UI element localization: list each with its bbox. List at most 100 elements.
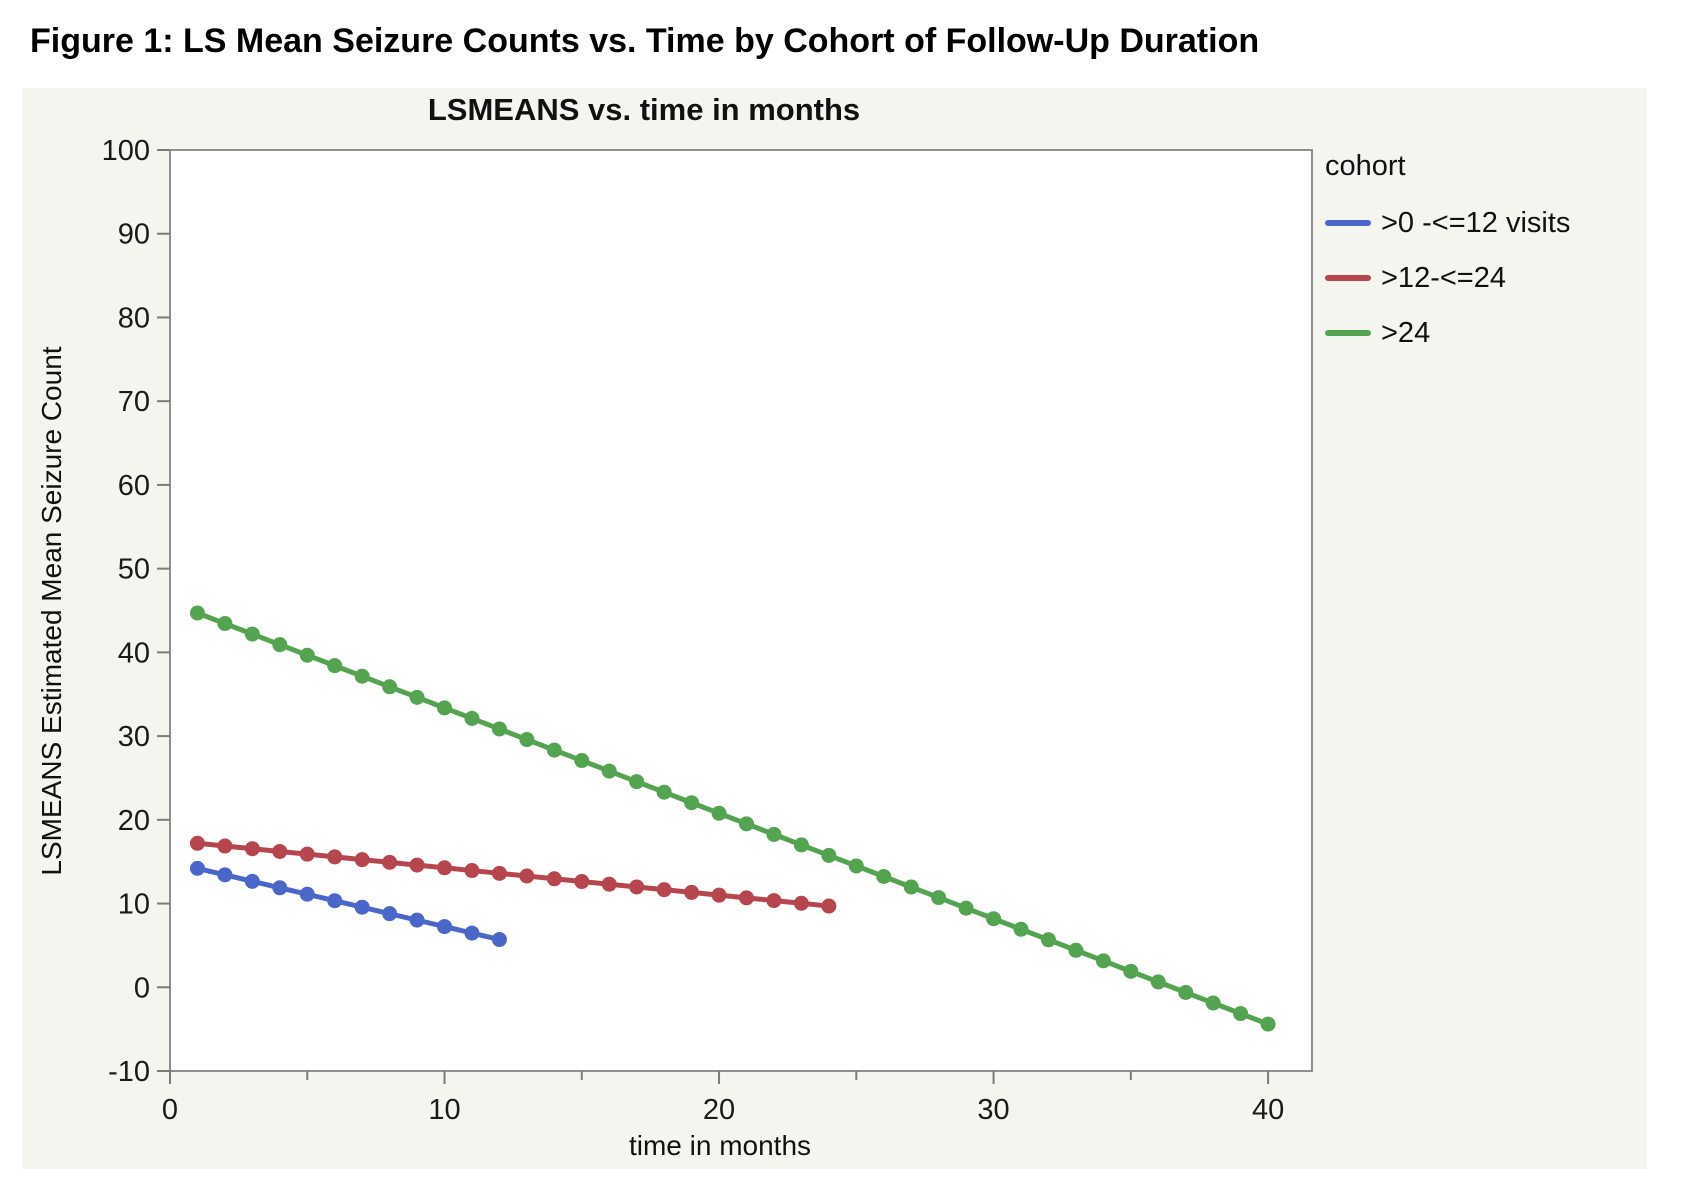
data-point-marker: [464, 863, 480, 879]
data-point-marker: [931, 890, 947, 906]
data-point-marker: [821, 847, 837, 863]
data-point-marker: [711, 805, 727, 821]
data-point-marker: [519, 732, 535, 748]
series-path: [194, 610, 1271, 1027]
y-axis-label: LSMEANS Estimated Mean Seizure Count: [36, 346, 67, 876]
data-point-marker: [382, 854, 398, 870]
data-point-marker: [766, 826, 782, 842]
data-point-marker: [876, 869, 892, 885]
data-point-marker: [382, 906, 398, 922]
figure-title: Figure 1: LS Mean Seizure Counts vs. Tim…: [30, 22, 1260, 60]
legend-label-cohort-3: >24: [1381, 316, 1431, 349]
data-point-marker: [1013, 921, 1029, 937]
x-axis-label: time in months: [628, 1130, 812, 1161]
data-point-marker: [327, 658, 343, 674]
data-point-marker: [189, 605, 205, 621]
data-point-marker: [409, 857, 425, 873]
data-point-marker: [244, 873, 260, 889]
data-point-marker: [217, 867, 233, 883]
data-point-marker: [766, 893, 782, 909]
legend-line-swatch-blue-icon: [1325, 220, 1371, 226]
y-tick-label: 40: [118, 637, 150, 669]
data-point-marker: [1205, 995, 1221, 1011]
data-point-marker: [1068, 942, 1084, 958]
series-2-line: [189, 835, 837, 914]
data-point-marker: [629, 774, 645, 790]
data-point-marker: [272, 880, 288, 896]
data-point-marker: [189, 860, 205, 876]
data-point-marker: [464, 925, 480, 941]
y-tick-label: 10: [118, 889, 150, 921]
data-point-marker: [684, 795, 700, 811]
data-point-marker: [272, 637, 288, 653]
legend-title: cohort: [1325, 150, 1406, 182]
data-point-marker: [217, 838, 233, 854]
data-point-marker: [601, 763, 617, 779]
data-point-marker: [299, 846, 315, 862]
data-point-marker: [354, 852, 370, 868]
data-point-marker: [601, 876, 617, 892]
data-point-marker: [409, 689, 425, 705]
legend-line-swatch-green-icon: [1325, 330, 1371, 336]
data-point-marker: [546, 742, 562, 758]
y-tick-label: 50: [118, 554, 150, 586]
legend-item-cohort-3: >24: [1325, 315, 1625, 351]
x-axis-ticks: 0 10 20 30 40: [162, 1071, 1284, 1126]
data-point-marker: [546, 871, 562, 887]
y-tick-label: -10: [108, 1056, 150, 1088]
data-point-marker: [793, 895, 809, 911]
data-point-marker: [986, 911, 1002, 927]
data-point-marker: [382, 679, 398, 695]
y-tick-label: 0: [134, 972, 150, 1004]
legend-label-cohort-1: >0 -<=12 visits: [1381, 206, 1571, 239]
y-tick-label: 30: [118, 721, 150, 753]
y-tick-label: 20: [118, 805, 150, 837]
data-point-marker: [711, 887, 727, 903]
y-tick-label: 100: [102, 135, 150, 167]
data-point-marker: [1095, 953, 1111, 969]
data-point-marker: [354, 668, 370, 684]
data-point-marker: [437, 700, 453, 716]
chart-panel: LSMEANS vs. time in months -10 0 10 20 30 40 5…: [22, 88, 1647, 1169]
data-point-marker: [656, 882, 672, 898]
data-point-marker: [903, 879, 919, 895]
data-point-marker: [217, 616, 233, 632]
data-point-marker: [437, 860, 453, 876]
data-point-marker: [738, 890, 754, 906]
data-point-marker: [244, 841, 260, 857]
x-tick-label: 0: [162, 1094, 178, 1126]
data-point-marker: [821, 898, 837, 914]
data-point-marker: [437, 919, 453, 935]
legend: cohort >0 -<=12 visits >12-<=24 >24: [1325, 150, 1625, 370]
data-point-marker: [409, 912, 425, 928]
y-tick-label: 70: [118, 386, 150, 418]
data-point-marker: [491, 865, 507, 881]
legend-label-cohort-2: >12-<=24: [1381, 261, 1506, 294]
data-point-marker: [1040, 932, 1056, 948]
data-point-marker: [574, 753, 590, 769]
data-point-marker: [491, 721, 507, 737]
data-point-marker: [1150, 974, 1166, 990]
data-point-marker: [299, 886, 315, 902]
x-tick-label: 40: [1252, 1094, 1284, 1126]
data-point-marker: [958, 900, 974, 916]
legend-line-swatch-red-icon: [1325, 275, 1371, 281]
y-axis-ticks: -10 0 10 20 30 40 50 60 70 80 90 100: [102, 135, 170, 1088]
data-point-marker: [189, 835, 205, 851]
data-point-marker: [1233, 1006, 1249, 1022]
data-point-marker: [354, 899, 370, 915]
y-tick-label: 80: [118, 302, 150, 334]
data-point-marker: [793, 837, 809, 853]
data-point-marker: [327, 893, 343, 909]
legend-item-cohort-1: >0 -<=12 visits: [1325, 205, 1625, 241]
data-point-marker: [738, 816, 754, 832]
data-point-marker: [684, 884, 700, 900]
series-1-line: [189, 860, 507, 948]
data-point-marker: [272, 843, 288, 859]
data-point-marker: [848, 858, 864, 874]
plot-area: -10 0 10 20 30 40 50 60 70 80 90 100 0 10 20 30 40: [102, 135, 1313, 1126]
y-tick-label: 90: [118, 219, 150, 251]
y-tick-label: 60: [118, 470, 150, 502]
series-3-line: [189, 605, 1276, 1032]
